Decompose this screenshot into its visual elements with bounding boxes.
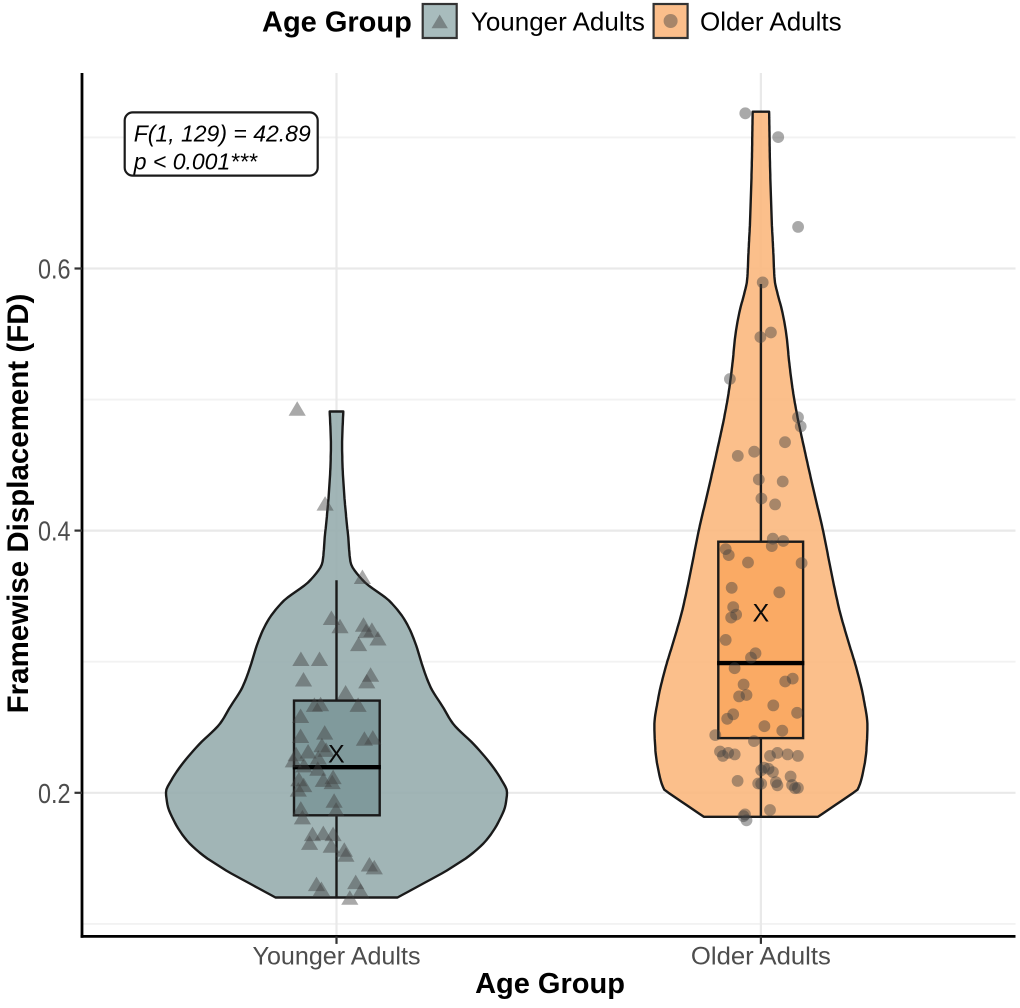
svg-text:Younger Adults: Younger Adults [471, 7, 645, 37]
svg-text:Older Adults: Older Adults [691, 943, 831, 971]
svg-text:0.6: 0.6 [38, 254, 71, 285]
svg-text:0.2: 0.2 [38, 778, 71, 809]
svg-text:X: X [752, 600, 769, 628]
svg-text:Framewise Displacement (FD): Framewise Displacement (FD) [2, 294, 35, 714]
svg-text:Older Adults: Older Adults [700, 7, 842, 37]
svg-text:F(1, 129) = 42.89: F(1, 129) = 42.89 [134, 121, 311, 147]
svg-text:X: X [328, 741, 345, 769]
svg-text:p < 0.001***: p < 0.001*** [133, 149, 258, 175]
svg-text:Age Group: Age Group [475, 968, 625, 1000]
svg-text:Younger Adults: Younger Adults [253, 943, 421, 971]
svg-text:Age Group: Age Group [262, 7, 412, 39]
svg-text:0.4: 0.4 [38, 516, 71, 547]
